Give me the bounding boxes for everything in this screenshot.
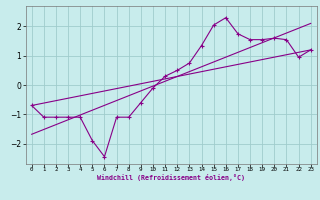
X-axis label: Windchill (Refroidissement éolien,°C): Windchill (Refroidissement éolien,°C): [97, 174, 245, 181]
